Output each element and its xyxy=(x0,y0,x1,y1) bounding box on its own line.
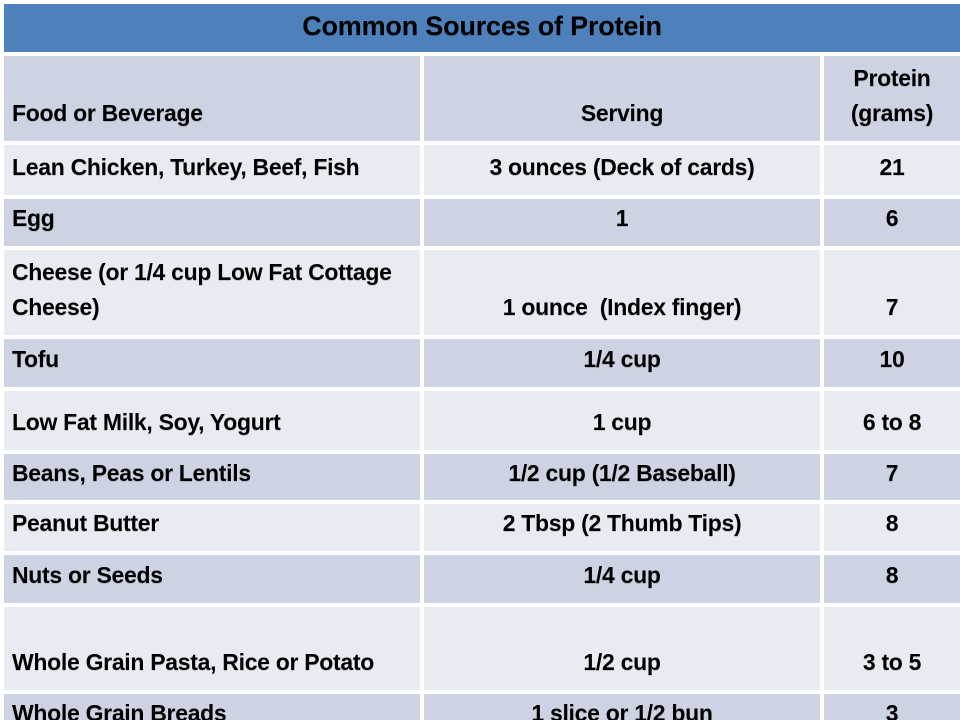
table-row: Peanut Butter 2 Tbsp (2 Thumb Tips) 8 xyxy=(0,500,960,556)
protein-cell: 8 xyxy=(820,551,960,608)
table-title-row: Common Sources of Protein xyxy=(0,0,960,56)
protein-cell: 7 xyxy=(820,245,960,339)
column-header-protein: Protein (grams) xyxy=(820,51,960,145)
table-title: Common Sources of Protein xyxy=(0,0,960,56)
serving-cell: 2 Tbsp (2 Thumb Tips) xyxy=(420,500,824,556)
table-row: Egg 1 6 xyxy=(0,194,960,250)
food-cell: Whole Grain Pasta, Rice or Potato xyxy=(0,603,424,695)
food-cell: Low Fat Milk, Soy, Yogurt xyxy=(0,386,424,454)
table-row: Beans, Peas or Lentils 1/2 cup (1/2 Base… xyxy=(0,449,960,505)
serving-cell: 1 slice or 1/2 bun xyxy=(420,690,824,720)
table-row: Whole Grain Breads 1 slice or 1/2 bun 3 xyxy=(0,690,960,720)
protein-cell: 3 xyxy=(820,690,960,720)
table-row: Low Fat Milk, Soy, Yogurt 1 cup 6 to 8 xyxy=(0,386,960,454)
table-row: Tofu 1/4 cup 10 xyxy=(0,334,960,391)
food-cell: Peanut Butter xyxy=(0,500,424,556)
food-cell: Egg xyxy=(0,194,424,250)
table-row: Nuts or Seeds 1/4 cup 8 xyxy=(0,551,960,608)
table-row: Cheese (or 1/4 cup Low Fat Cottage Chees… xyxy=(0,245,960,339)
protein-cell: 8 xyxy=(820,500,960,556)
protein-cell: 10 xyxy=(820,334,960,391)
food-cell: Tofu xyxy=(0,334,424,391)
column-header-serving: Serving xyxy=(420,51,824,145)
protein-cell: 7 xyxy=(820,449,960,505)
table-row: Lean Chicken, Turkey, Beef, Fish 3 ounce… xyxy=(0,140,960,199)
food-cell: Beans, Peas or Lentils xyxy=(0,449,424,505)
protein-cell: 6 to 8 xyxy=(820,386,960,454)
food-cell: Nuts or Seeds xyxy=(0,551,424,608)
serving-cell: 1 ounce (Index finger) xyxy=(420,245,824,339)
food-cell: Cheese (or 1/4 cup Low Fat Cottage Chees… xyxy=(0,245,424,339)
serving-cell: 1 xyxy=(420,194,824,250)
protein-cell: 6 xyxy=(820,194,960,250)
food-cell: Lean Chicken, Turkey, Beef, Fish xyxy=(0,140,424,199)
protein-cell: 3 to 5 xyxy=(820,603,960,695)
serving-cell: 1/4 cup xyxy=(420,334,824,391)
food-cell: Whole Grain Breads xyxy=(0,690,424,720)
serving-cell: 1/2 cup (1/2 Baseball) xyxy=(420,449,824,505)
protein-cell: 21 xyxy=(820,140,960,199)
serving-cell: 3 ounces (Deck of cards) xyxy=(420,140,824,199)
table-header-row: Food or Beverage Serving Protein (grams) xyxy=(0,51,960,145)
serving-cell: 1 cup xyxy=(420,386,824,454)
table-row: Whole Grain Pasta, Rice or Potato 1/2 cu… xyxy=(0,603,960,695)
serving-cell: 1/4 cup xyxy=(420,551,824,608)
column-header-food: Food or Beverage xyxy=(0,51,424,145)
serving-cell: 1/2 cup xyxy=(420,603,824,695)
